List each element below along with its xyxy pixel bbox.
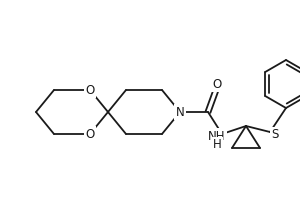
Text: NH: NH — [208, 130, 226, 142]
Text: O: O — [85, 128, 94, 140]
Text: S: S — [271, 129, 279, 142]
Text: H: H — [213, 138, 221, 152]
Text: N: N — [176, 106, 184, 118]
Text: O: O — [85, 84, 94, 97]
Text: O: O — [212, 77, 222, 90]
